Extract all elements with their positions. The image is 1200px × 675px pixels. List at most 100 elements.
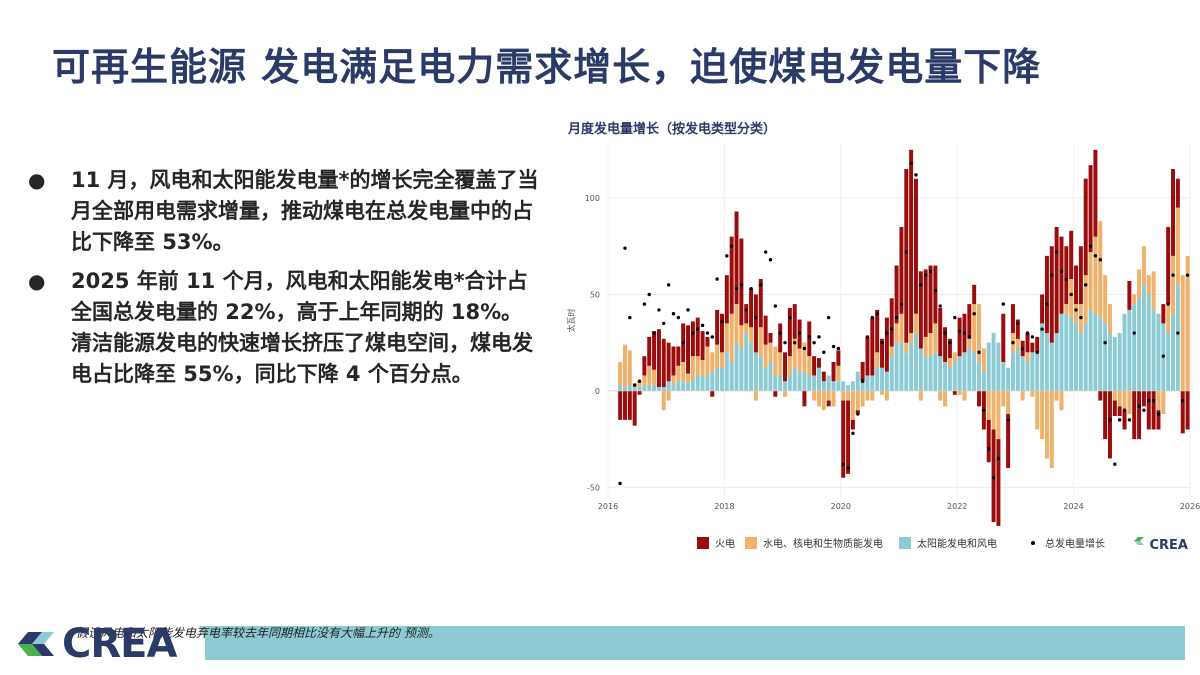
bar-hydro-nuclear-bio [622, 344, 627, 388]
bar-hydro-nuclear-bio [652, 369, 657, 386]
total-growth-point [870, 315, 875, 320]
bar-solar-wind [996, 342, 1001, 391]
bar-hydro-nuclear-bio [812, 390, 817, 401]
bar-hydro-nuclear-bio [1161, 390, 1166, 415]
bar-hydro-nuclear-bio [986, 390, 991, 420]
y-tick-label: 0 [595, 387, 600, 396]
bar-hydro-nuclear-bio [1112, 390, 1117, 401]
total-growth-point [919, 283, 923, 287]
bar-thermal [749, 288, 754, 328]
bar-solar-wind [661, 387, 666, 391]
bar-hydro-nuclear-bio [1064, 304, 1069, 314]
bar-thermal [1010, 304, 1015, 334]
bar-thermal [1059, 236, 1064, 314]
x-tick-label: 2022 [947, 502, 967, 511]
bar-solar-wind [807, 375, 812, 391]
total-growth-point [725, 254, 729, 258]
bar-hydro-nuclear-bio [836, 365, 841, 382]
x-tick-label: 2018 [714, 502, 734, 511]
bar-thermal [656, 329, 661, 388]
total-growth-point [807, 335, 811, 339]
bar-solar-wind [1103, 323, 1108, 391]
total-growth-point [793, 340, 797, 345]
bar-solar-wind [957, 356, 962, 391]
total-growth-point [991, 476, 996, 480]
bar-thermal [1107, 390, 1112, 459]
bullet-list: ● 11 月，风电和太阳能发电量*的增长完全覆盖了当月全部用电需求增量，推动煤电在… [28, 165, 543, 398]
bar-thermal [816, 358, 821, 368]
y-tick-label: 100 [585, 194, 600, 203]
bar-thermal [894, 265, 899, 324]
bar-hydro-nuclear-bio [773, 346, 778, 376]
bar-thermal [1093, 149, 1098, 237]
bar-hydro-nuclear-bio [952, 352, 957, 362]
bar-thermal [637, 390, 642, 395]
bar-hydro-nuclear-bio [1117, 390, 1122, 407]
total-growth-point [763, 250, 768, 254]
bar-hydro-nuclear-bio [1030, 390, 1035, 397]
total-growth-point [705, 331, 710, 335]
bar-hydro-nuclear-bio [671, 375, 676, 386]
x-tick-label: 2024 [1063, 502, 1083, 511]
total-growth-point [1088, 244, 1093, 248]
bar-thermal [812, 356, 817, 376]
bar-hydro-nuclear-bio [787, 356, 792, 376]
bar-hydro-nuclear-bio [875, 352, 880, 368]
x-tick-label: 2026 [1180, 502, 1200, 511]
total-growth-point [1117, 418, 1122, 422]
legend-swatch [899, 537, 911, 549]
bar-thermal [855, 410, 860, 415]
bar-solar-wind [792, 367, 797, 391]
bar-thermal [933, 265, 938, 324]
footer-band [205, 626, 1185, 660]
bar-thermal [1035, 336, 1040, 353]
legend-label: 太阳能发电和风电 [917, 537, 997, 550]
bar-solar-wind [734, 342, 739, 391]
total-growth-point [652, 331, 656, 335]
total-growth-point [1137, 404, 1141, 409]
bar-thermal [1171, 169, 1176, 256]
bar-solar-wind [962, 352, 967, 391]
bar-solar-wind [797, 371, 802, 391]
bar-solar-wind [802, 371, 807, 391]
total-growth-point [1166, 302, 1170, 306]
bar-thermal [884, 317, 889, 372]
total-growth-point [890, 327, 894, 331]
bar-solar-wind [923, 356, 928, 391]
bar-solar-wind [1098, 317, 1103, 391]
total-growth-point [734, 286, 739, 291]
bar-thermal [729, 236, 734, 314]
bar-thermal [1015, 319, 1020, 339]
bar-solar-wind [981, 371, 986, 391]
total-growth-point [953, 315, 957, 320]
total-growth-point [1030, 335, 1035, 339]
bar-thermal [792, 304, 797, 339]
total-growth-point [1108, 418, 1112, 422]
bar-hydro-nuclear-bio [715, 344, 720, 368]
bar-solar-wind [1175, 284, 1180, 391]
bar-solar-wind [1035, 352, 1040, 391]
bar-solar-wind [1122, 313, 1127, 391]
chart-crea-mark: CREA [1150, 538, 1189, 553]
bar-thermal [1127, 280, 1132, 310]
total-growth-point [894, 315, 899, 320]
bar-hydro-nuclear-bio [938, 390, 943, 401]
bar-hydro-nuclear-bio [1166, 304, 1171, 334]
total-growth-point [1185, 273, 1190, 277]
total-growth-point [1156, 412, 1161, 416]
bar-hydro-nuclear-bio [1001, 390, 1006, 407]
bar-thermal [865, 336, 870, 376]
bar-hydro-nuclear-bio [821, 390, 826, 411]
bar-solar-wind [933, 352, 938, 391]
bar-solar-wind [749, 342, 754, 391]
bar-solar-wind [700, 375, 705, 391]
total-growth-point [875, 312, 879, 316]
bar-hydro-nuclear-bio [666, 390, 671, 401]
bar-thermal [671, 346, 676, 376]
bar-thermal [860, 361, 865, 382]
total-growth-point [948, 340, 952, 345]
bar-thermal [977, 390, 982, 407]
bar-hydro-nuclear-bio [977, 304, 982, 362]
bar-hydro-nuclear-bio [1040, 390, 1045, 440]
total-growth-point [1040, 327, 1044, 331]
